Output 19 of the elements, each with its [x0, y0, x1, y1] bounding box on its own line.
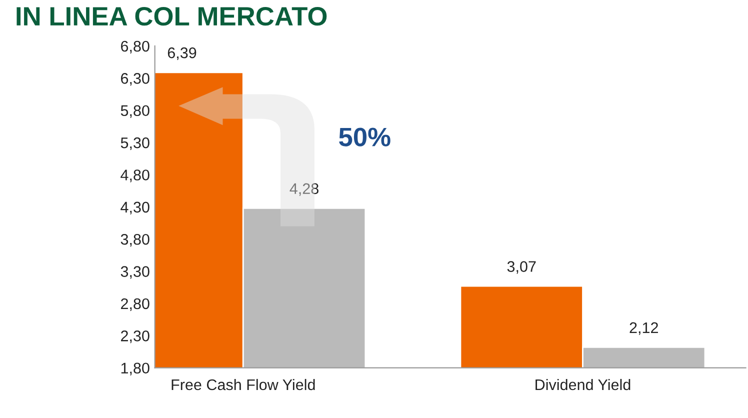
y-tick-label: 3,80 — [120, 234, 150, 247]
data-label: 4,28 — [290, 183, 318, 196]
x-tick-label: Free Cash Flow Yield — [172, 378, 315, 390]
y-tick-label: 5,80 — [120, 105, 150, 118]
data-label: 2,12 — [630, 322, 658, 335]
y-tick-label: 4,80 — [120, 170, 150, 182]
y-tick-label: 1,80 — [121, 362, 150, 376]
y-tick-label: 6,80 — [121, 40, 150, 54]
y-tick-label: 6,30 — [121, 73, 150, 86]
y-tick-label: 2,30 — [121, 330, 150, 344]
annotation: 50% — [339, 128, 390, 146]
data-label: 6,39 — [168, 47, 196, 60]
y-tick-label: 4,30 — [120, 202, 150, 214]
chart-title: IN LINEA COL MERCATO — [16, 6, 327, 26]
y-tick-label: 5,30 — [120, 137, 150, 150]
data-label: 3,07 — [507, 261, 536, 274]
y-tick-label: 3,30 — [120, 266, 150, 279]
x-tick-label: Dividend Yield — [536, 378, 630, 390]
y-tick-label: 2,80 — [121, 298, 150, 311]
